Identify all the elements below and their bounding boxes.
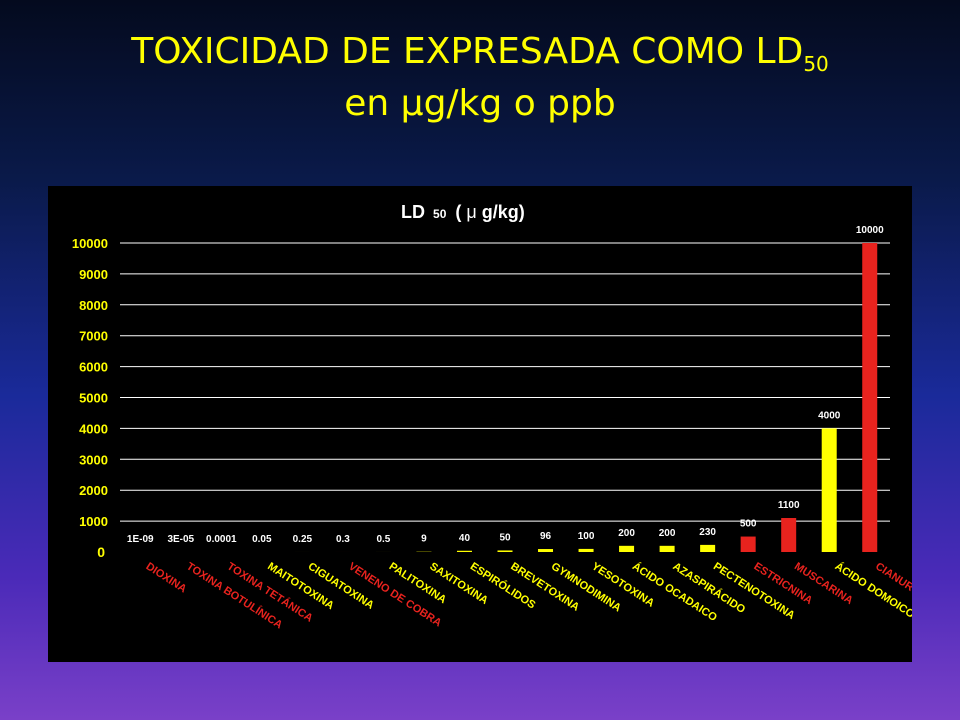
y-tick-label: 3000	[79, 452, 108, 467]
bar	[862, 243, 878, 552]
chart-title-sub: 50	[433, 207, 447, 221]
value-label: 1E-09	[127, 534, 154, 545]
chart-title-paren: (	[455, 202, 461, 222]
chart-title: LD 50 ( μ g/kg)	[401, 202, 525, 222]
chart-title-rest: g/kg)	[482, 202, 525, 222]
value-labels: 1E-09 3E-05 0.0001 0.05 0.25 0.3 0.5 9 40 50 96 100…	[127, 225, 884, 545]
ld50-bar-chart: LD 50 ( μ g/kg) 0 1000 2000 3000 4000 5000 600…	[72, 202, 912, 632]
y-tick-label: 7000	[79, 329, 108, 344]
y-tick-label: 0	[97, 544, 105, 560]
value-label: 0.0001	[206, 534, 237, 545]
value-label: 96	[540, 531, 552, 542]
bar	[619, 545, 635, 552]
slide-title-prefix: en	[344, 83, 401, 124]
value-label: 230	[699, 527, 716, 538]
category-label: GYMNODIMINA	[549, 560, 623, 614]
bar	[456, 550, 472, 552]
bars	[254, 243, 878, 552]
value-label: 4000	[818, 410, 841, 421]
chart-panel: LD 50 ( μ g/kg) 0 1000 2000 3000 4000 5000 600…	[48, 186, 912, 662]
chart-title-mu: μ	[466, 202, 476, 222]
y-axis-ticks: 0 1000 2000 3000 4000 5000 6000 7000 8000 9000 100…	[72, 236, 108, 560]
value-label: 1100	[778, 500, 800, 511]
y-tick-label: 2000	[79, 483, 108, 498]
value-label: 3E-05	[167, 534, 194, 545]
slide-title-text: TOXICIDAD DE EXPRESADA COMO LD	[131, 31, 804, 72]
value-label: 200	[659, 528, 676, 539]
y-tick-label: 8000	[79, 298, 108, 313]
y-tick-label: 6000	[79, 360, 108, 375]
slide-title-line1: TOXICIDAD DE EXPRESADA COMO LD50	[0, 26, 960, 78]
grid-layer	[120, 242, 890, 522]
value-label: 50	[499, 532, 511, 543]
bar	[821, 428, 837, 552]
bar	[578, 548, 594, 552]
category-label: BREVETOXINA	[508, 560, 581, 613]
bar	[659, 545, 675, 552]
bar	[740, 536, 756, 552]
slide-title: TOXICIDAD DE EXPRESADA COMO LD50 en μg/k…	[0, 26, 960, 130]
value-label: 0.25	[293, 534, 313, 545]
value-label: 0.5	[376, 534, 390, 545]
y-tick-label: 1000	[79, 514, 108, 529]
value-label: 500	[740, 519, 757, 530]
slide-title-suffix: g/kg o ppb	[423, 83, 616, 124]
value-label: 40	[459, 533, 471, 544]
bar	[538, 549, 554, 552]
slide-title-line2: en μg/kg o ppb	[0, 78, 960, 130]
y-tick-label: 9000	[79, 267, 108, 282]
chart-title-main: LD	[401, 202, 425, 222]
value-label: 9	[421, 534, 427, 545]
slide-title-subscript: 50	[803, 52, 829, 77]
value-label: 0.3	[336, 534, 350, 545]
category-label: DIOXINA	[144, 560, 189, 595]
bar	[497, 550, 513, 552]
value-label: 10000	[856, 225, 884, 236]
category-label: ESPIRÓLIDOS	[468, 560, 538, 612]
value-label: 0.05	[252, 534, 272, 545]
slide-title-mu: μ	[400, 83, 424, 124]
value-label: 200	[618, 528, 635, 539]
bar	[700, 544, 716, 552]
y-tick-label: 10000	[72, 236, 108, 251]
y-tick-label: 5000	[79, 391, 108, 406]
value-label: 100	[578, 531, 595, 542]
y-tick-label: 4000	[79, 421, 108, 436]
bar	[781, 518, 797, 552]
